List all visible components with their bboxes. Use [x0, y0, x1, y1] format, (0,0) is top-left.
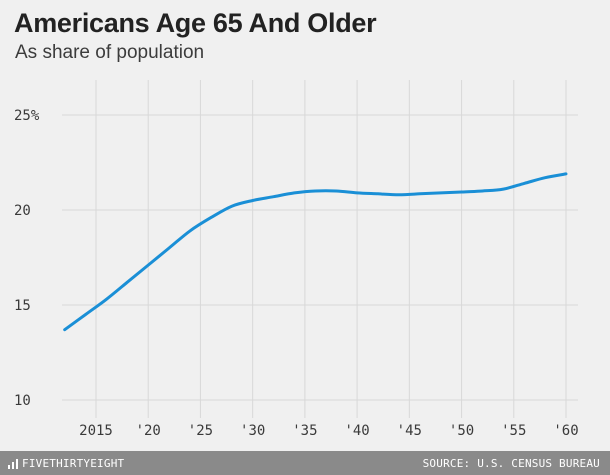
grid-layer: [62, 80, 578, 418]
x-tick-label: '35: [292, 423, 317, 439]
chart-subtitle: As share of population: [15, 42, 205, 63]
x-tick-label: '45: [397, 423, 422, 439]
x-tick-label: '25: [188, 423, 213, 439]
y-tick-label: 20: [14, 203, 31, 219]
x-tick-label: '20: [136, 423, 161, 439]
series-layer: [63, 172, 568, 332]
brand: FIVETHIRTYEIGHT: [8, 457, 124, 470]
chart-title: Americans Age 65 And Older: [14, 8, 377, 38]
x-tick-label: 2015: [79, 423, 113, 439]
x-tick-label: '60: [553, 423, 578, 439]
series-line: [63, 172, 568, 332]
y-tick-label: 15: [14, 298, 31, 314]
fivethirtyeight-logo-icon: [8, 458, 18, 469]
x-tick-label: '55: [501, 423, 526, 439]
x-tick-label: '30: [240, 423, 265, 439]
y-tick-label: 25%: [14, 108, 40, 124]
source-note: SOURCE: U.S. CENSUS BUREAU: [422, 457, 600, 470]
brand-name: FIVETHIRTYEIGHT: [22, 457, 125, 470]
x-tick-label: '50: [449, 423, 474, 439]
x-tick-label: '40: [344, 423, 369, 439]
y-tick-label: 10: [14, 393, 31, 409]
footer-bar: FIVETHIRTYEIGHT SOURCE: U.S. CENSUS BURE…: [0, 451, 610, 475]
